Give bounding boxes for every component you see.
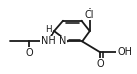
Text: Cl: Cl xyxy=(85,10,95,20)
Text: NH: NH xyxy=(41,36,55,46)
Text: N: N xyxy=(59,36,66,46)
Text: H: H xyxy=(45,25,51,34)
Text: O: O xyxy=(26,48,33,58)
Text: OH: OH xyxy=(117,47,132,57)
Text: O: O xyxy=(96,59,104,69)
